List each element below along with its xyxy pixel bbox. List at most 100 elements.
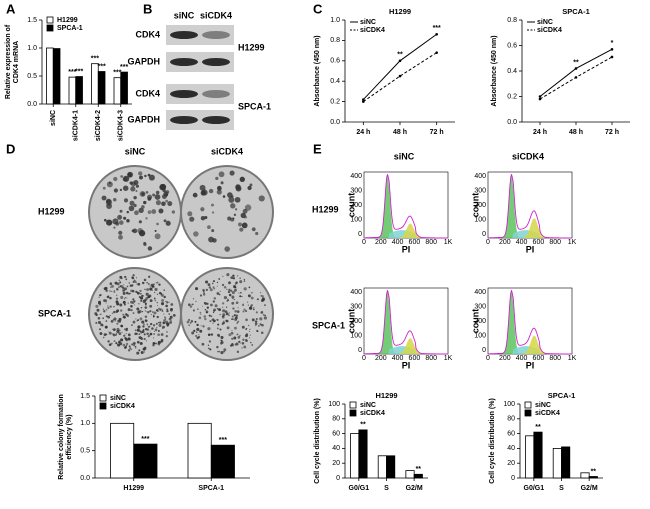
colony [119,220,124,225]
colony [160,292,163,295]
flow-x-tick-label: 600 [533,239,545,246]
flow-x-tick-label: 400 [392,239,404,246]
colony [228,288,231,292]
colony [224,310,228,314]
colony [216,281,219,284]
colony [238,292,240,294]
colony [166,331,168,333]
colony [104,325,108,329]
fit-outline [487,174,573,239]
colony [147,283,150,286]
colony [228,293,232,297]
colony [193,231,199,237]
colony [144,279,146,281]
panel-letter: E [313,141,322,156]
y-tick-label: 0.2 [330,98,340,105]
colony [231,337,234,340]
colony [258,195,265,202]
colony [248,337,251,339]
colony [98,301,102,305]
colony [202,305,204,307]
colony [227,192,233,198]
colony [223,296,227,300]
legend-label: siCDK4 [360,27,385,34]
y-tick-label: 80 [507,416,515,423]
colony [96,308,100,312]
y-tick-label: 0.8 [507,17,517,24]
flow-x-tick-label: 400 [516,239,528,246]
colony [121,286,125,290]
colony [99,328,102,331]
colony [130,300,134,304]
colony [220,339,223,342]
colony [208,236,214,243]
point [610,55,614,59]
significance-label: *** [75,68,83,75]
y-tick-label: 1.5 [80,393,90,400]
bar [377,455,387,479]
colony [140,351,144,354]
point [398,59,402,63]
colony [221,341,224,344]
chart-title: H1299 [375,391,397,400]
colony [167,324,170,326]
x-tick-label: SPCA-1 [198,485,224,492]
colony [216,292,220,295]
colony [108,343,112,346]
colony [148,275,151,279]
colony [119,285,122,288]
colony [130,186,136,192]
colony [230,203,236,209]
colony [218,350,221,353]
y-tick-label: 40 [507,445,515,452]
blot-band [202,58,230,66]
bar [120,71,128,105]
colony [241,222,248,229]
y-tick-label: 20 [332,460,340,467]
flow-y-tick-label: 0 [358,231,362,238]
colony [220,336,224,339]
colony [144,310,147,312]
colony [113,290,115,292]
colony [136,340,140,344]
colony [116,330,120,334]
colony [246,301,249,303]
point [435,32,438,36]
colony [233,314,236,317]
colony [148,334,151,337]
significance-label: *** [91,56,99,63]
colony [123,284,125,286]
colony [217,333,220,337]
colony [150,283,154,287]
colony [188,318,191,321]
colony [213,297,217,300]
flow-x-tick-label: 200 [375,355,387,362]
colony [102,299,106,302]
colony [137,325,141,329]
colony [95,304,99,308]
colony [212,309,216,312]
colony [155,322,158,325]
flow-x-tick-label: 200 [499,355,511,362]
colony [218,278,221,280]
colony [138,171,143,176]
colony [231,295,235,299]
blot-band [202,31,230,39]
colony [126,285,129,288]
colony [262,297,265,300]
colony [111,312,114,314]
row-label: SPCA-1 [312,320,345,330]
colony [241,295,243,298]
colony [201,342,205,346]
colony [118,234,123,240]
colony [132,302,134,304]
colony [256,298,259,301]
colony [151,287,153,289]
colony [95,321,98,324]
blot-band [170,116,198,124]
colony [143,337,146,341]
colony [172,313,176,317]
colony [149,304,153,308]
colony [97,316,101,320]
colony [116,302,120,306]
